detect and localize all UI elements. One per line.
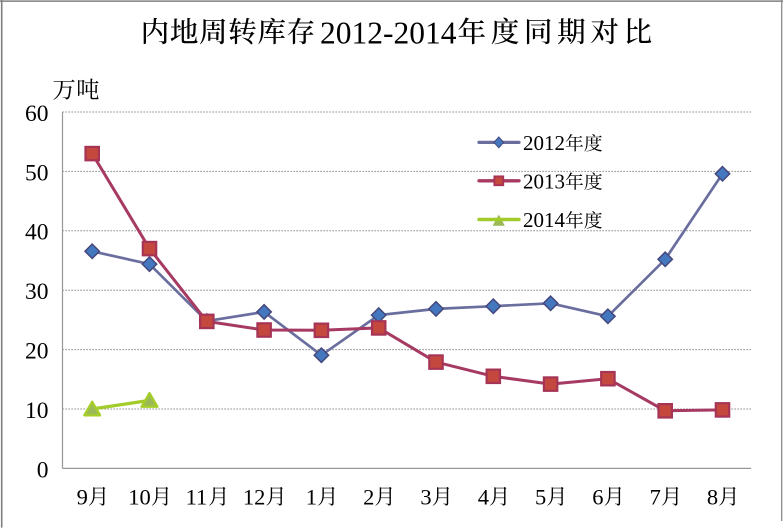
svg-text:2014: 2014 [523, 208, 566, 232]
svg-text:7: 7 [650, 485, 661, 510]
svg-text:10: 10 [128, 485, 151, 510]
svg-text:2012: 2012 [523, 131, 565, 155]
svg-text:3: 3 [420, 485, 431, 510]
svg-text:20: 20 [25, 339, 49, 365]
svg-text:1: 1 [306, 485, 317, 510]
svg-text:2013: 2013 [523, 169, 565, 193]
svg-text:6: 6 [592, 485, 603, 510]
svg-text:30: 30 [25, 279, 49, 305]
svg-text:10: 10 [25, 398, 49, 424]
svg-text:40: 40 [25, 220, 49, 246]
svg-text:5: 5 [535, 485, 546, 510]
svg-text:9: 9 [77, 485, 88, 510]
svg-text:2: 2 [363, 485, 374, 510]
svg-text:60: 60 [25, 101, 49, 127]
svg-text:11: 11 [186, 485, 208, 510]
svg-text:0: 0 [37, 457, 49, 483]
svg-text:4: 4 [478, 485, 489, 510]
svg-text:12: 12 [243, 485, 266, 510]
svg-text:8: 8 [707, 485, 718, 510]
svg-text:50: 50 [25, 160, 49, 186]
svg-text:2012-2014: 2012-2014 [320, 15, 457, 50]
